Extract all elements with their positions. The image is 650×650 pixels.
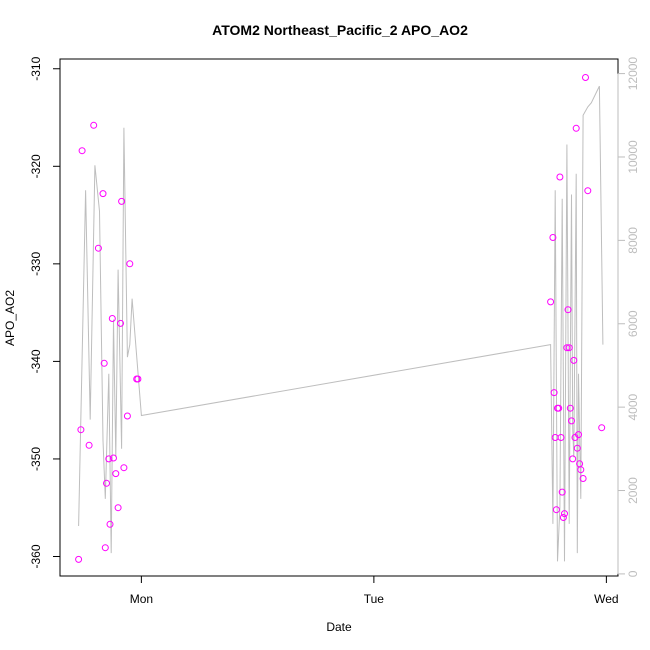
- data-point: [579, 475, 587, 482]
- data-point: [126, 260, 134, 268]
- data-point: [564, 306, 572, 314]
- data-point: [101, 544, 109, 552]
- data-point: [117, 319, 124, 327]
- y2-tick-label: 4000: [626, 393, 640, 420]
- x-tick-label: Wed: [594, 592, 618, 606]
- data-point: [108, 315, 116, 322]
- data-point: [555, 404, 563, 412]
- y-tick-label: -330: [29, 252, 43, 276]
- data-point: [106, 520, 114, 528]
- data-point: [77, 426, 85, 434]
- data-point: [598, 424, 606, 432]
- data-point: [575, 431, 582, 439]
- data-point: [120, 464, 128, 472]
- data-point: [547, 298, 555, 306]
- data-point: [105, 455, 113, 463]
- x-tick-label: Tue: [364, 592, 385, 606]
- y-tick-label: -340: [29, 349, 43, 373]
- data-point: [90, 121, 98, 129]
- data-point: [566, 404, 574, 412]
- data-point: [559, 514, 567, 521]
- data-point: [552, 506, 560, 514]
- x-axis-label: Date: [326, 620, 352, 634]
- y2-tick-label: 6000: [626, 310, 640, 337]
- data-point: [569, 455, 577, 463]
- series-line: [78, 85, 604, 562]
- data-point: [568, 417, 575, 425]
- data-point: [557, 434, 565, 441]
- data-point: [561, 510, 568, 518]
- data-point: [573, 444, 581, 452]
- data-point: [549, 234, 557, 241]
- plot-frame: [59, 58, 619, 577]
- data-point: [100, 359, 108, 367]
- y-tick-label: -320: [29, 154, 43, 178]
- data-point: [558, 488, 566, 496]
- data-point: [563, 344, 571, 352]
- data-point: [565, 344, 573, 352]
- data-point: [584, 187, 592, 195]
- y2-tick-label: 2000: [626, 477, 640, 504]
- y-tick-label: -350: [29, 447, 43, 471]
- data-point: [118, 197, 126, 205]
- y2-tick-label: 10000: [626, 140, 640, 174]
- chart-title: ATOM2 Northeast_Pacific_2 APO_AO2: [212, 22, 468, 38]
- y-tick-label: -360: [29, 544, 43, 568]
- data-point: [134, 375, 142, 383]
- data-point: [556, 173, 564, 181]
- y2-tick-label: 8000: [626, 227, 640, 254]
- x-tick-label: Mon: [130, 592, 153, 606]
- data-point: [110, 454, 117, 462]
- y2-tick-label: 12000: [626, 57, 640, 91]
- data-point: [112, 470, 120, 478]
- data-layer: [75, 74, 606, 563]
- data-point: [99, 190, 107, 198]
- data-point: [572, 124, 580, 132]
- data-point: [577, 466, 585, 474]
- data-point: [582, 74, 589, 81]
- data-point: [550, 389, 558, 397]
- y-axis-label: APO_AO2: [3, 290, 17, 346]
- y-tick-label: -310: [29, 56, 43, 80]
- data-point: [85, 441, 93, 449]
- data-point: [75, 555, 83, 563]
- data-point: [103, 479, 110, 487]
- axes-layer: Mon Tue Wed -310 -320 -330 -340 -350 -360 0 2000 40…: [29, 56, 640, 606]
- data-point: [123, 412, 131, 420]
- y2-tick-label: 0: [626, 570, 640, 577]
- data-point: [78, 147, 86, 155]
- data-point: [570, 356, 578, 364]
- data-point: [114, 504, 122, 512]
- data-point: [94, 244, 102, 252]
